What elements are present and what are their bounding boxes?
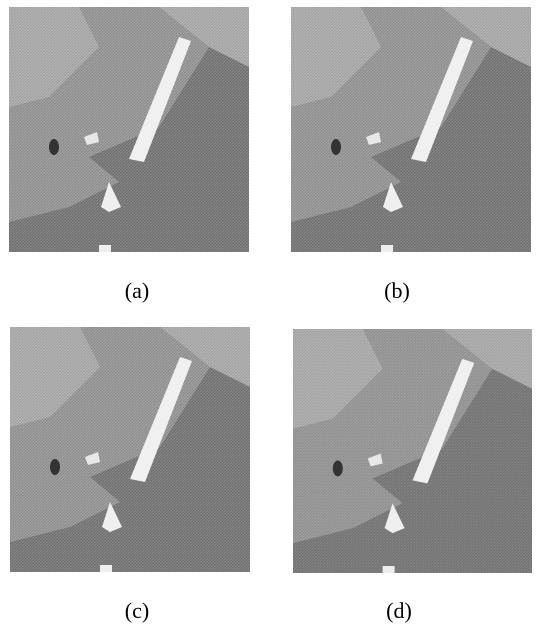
panel-image-a [9,7,249,252]
caption: (b) [384,278,410,303]
panel-image-b [291,7,531,252]
caption: (a) [124,278,150,303]
caption: (d) [386,598,412,623]
panel-image-c [10,327,250,572]
panel-image-d [293,329,532,573]
caption: (c) [124,598,150,623]
